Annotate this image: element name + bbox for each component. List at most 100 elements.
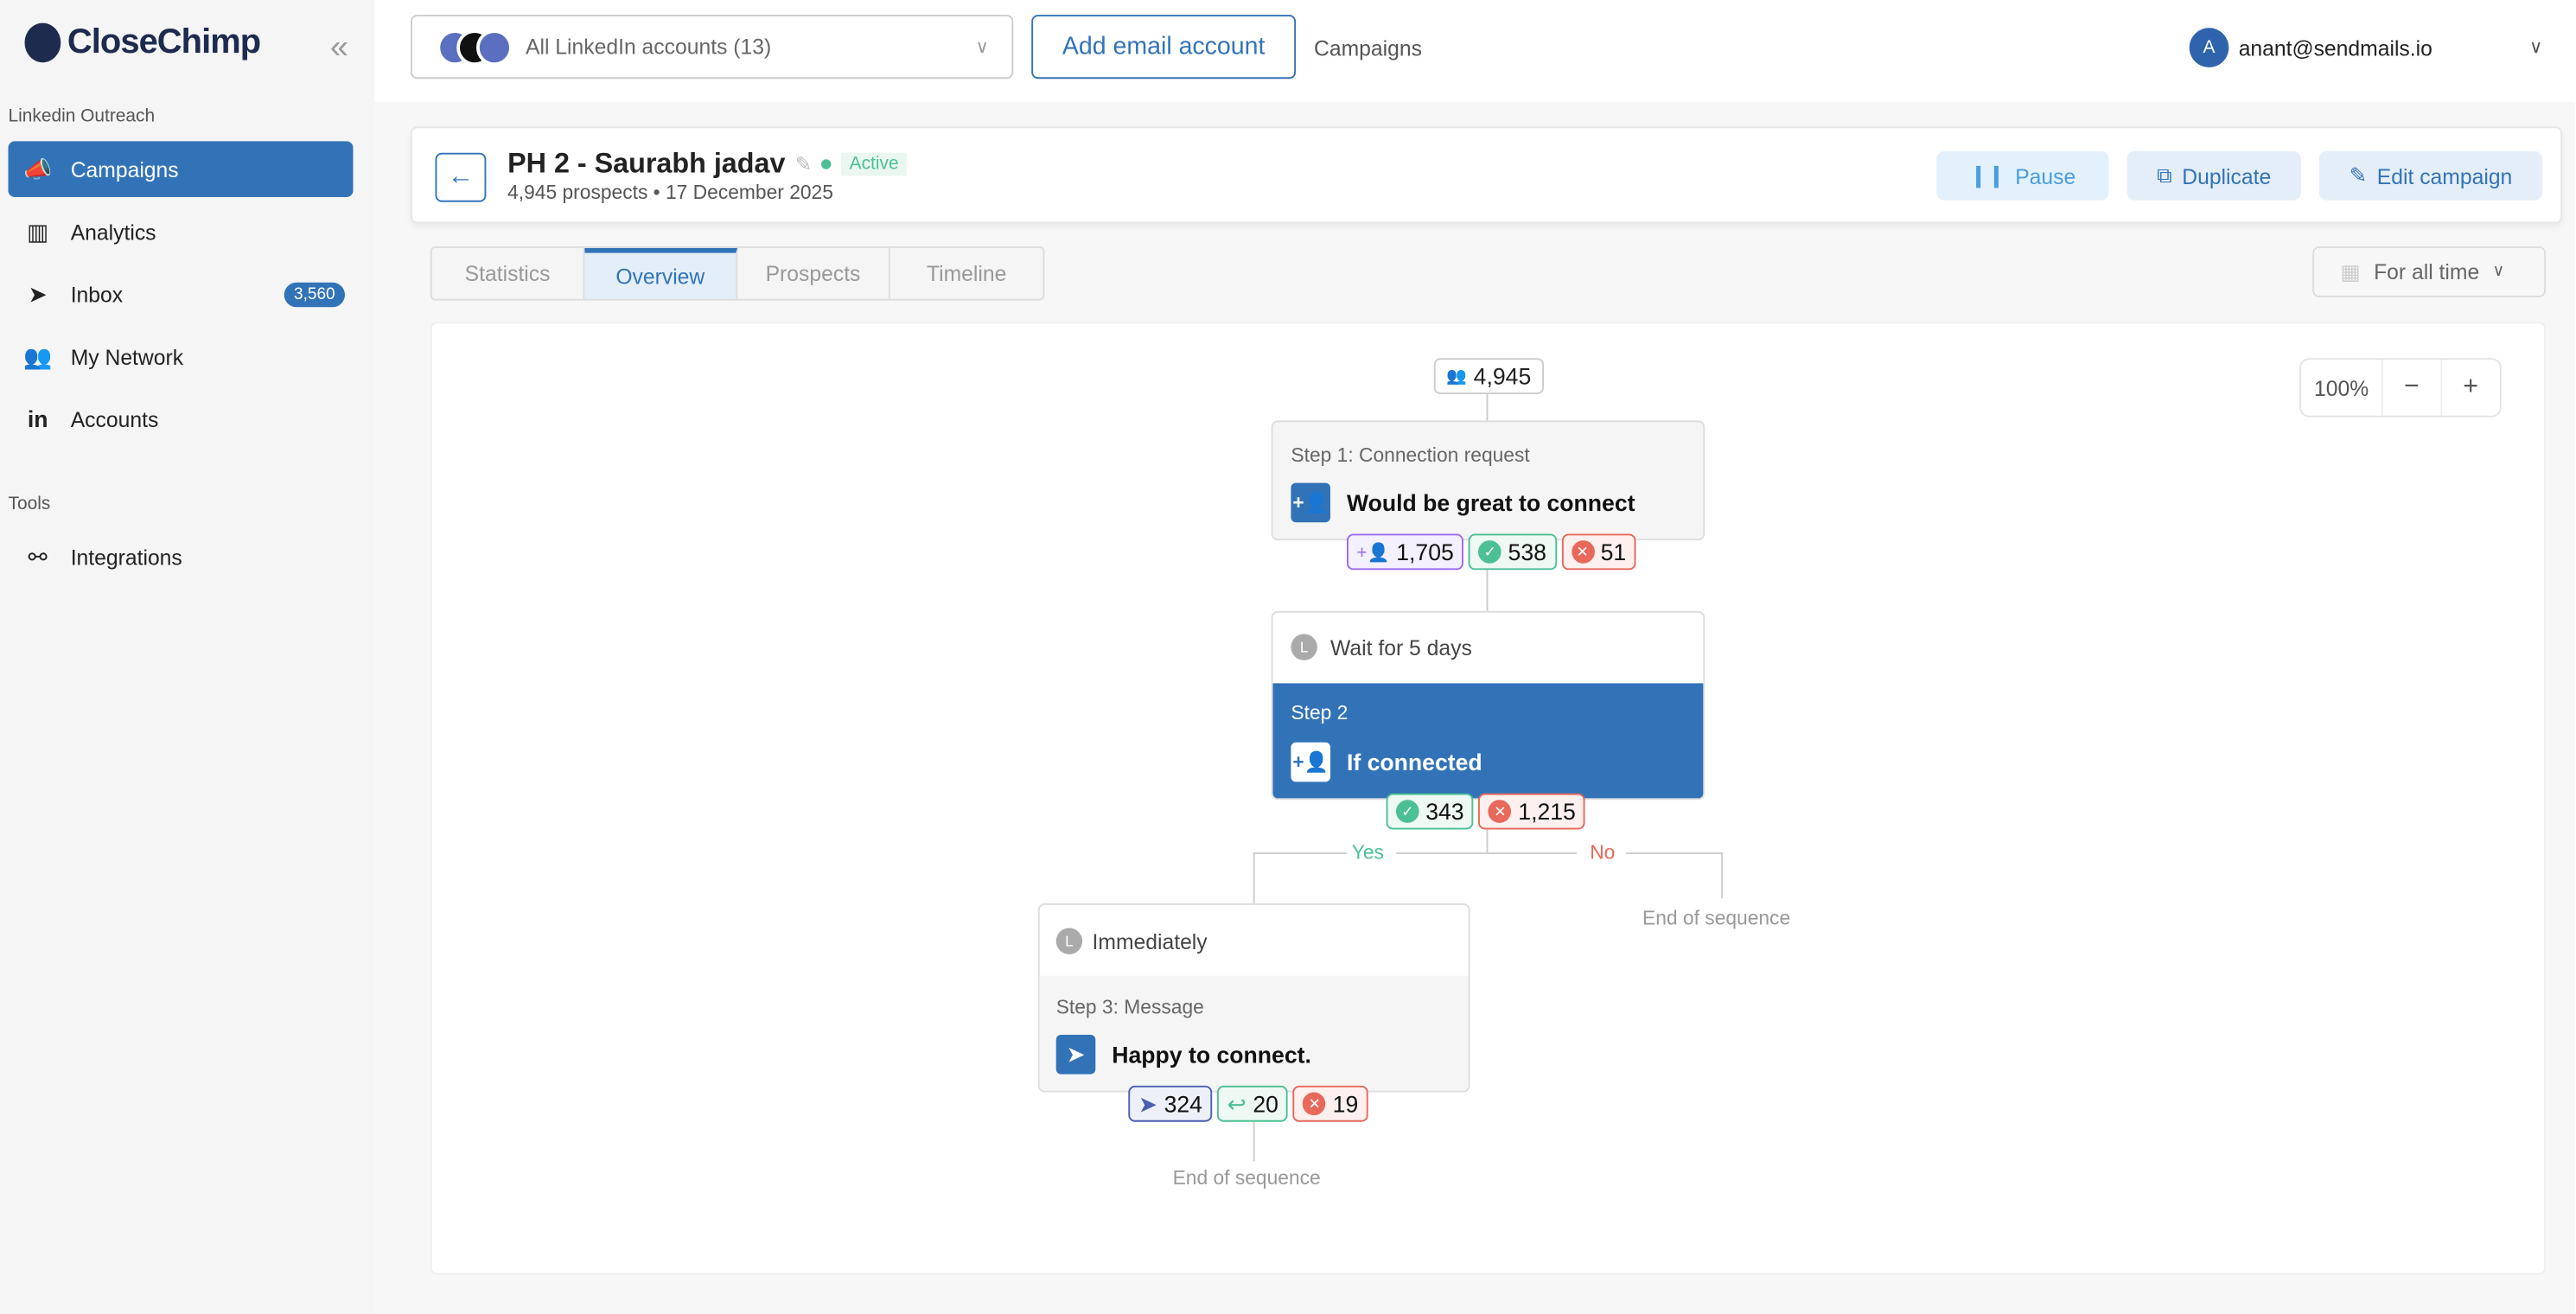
step-text: Would be great to connect <box>1347 489 1636 516</box>
breadcrumb[interactable]: Campaigns <box>1314 35 1422 61</box>
wait-label: Immediately <box>1092 928 1208 954</box>
pencil-icon[interactable]: ✎ <box>794 152 812 176</box>
end-of-sequence: End of sequence <box>1172 1166 1321 1190</box>
total-prospects-badge: 👥 4,945 <box>1433 358 1544 394</box>
clock-icon: L <box>1291 634 1317 660</box>
step-3-stats: ➤ 324 ↩ 20 ✕ 19 <box>1128 1085 1368 1122</box>
branch-yes-label: Yes <box>1351 840 1384 864</box>
pause-button[interactable]: ❙❙ Pause <box>1936 150 2109 201</box>
section-label: Linkedin Outreach <box>8 106 156 127</box>
zoom-out-button[interactable]: − <box>2383 360 2442 416</box>
stat-failed: ✕ 51 <box>1561 533 1636 571</box>
people-icon: 👥 <box>1446 367 1468 386</box>
sidebar-item-integrations[interactable]: ⚯ Integrations <box>9 529 354 585</box>
page-title: PH 2 - Saurabh jadav <box>507 148 786 180</box>
tab-prospects[interactable]: Prospects <box>737 247 890 299</box>
chevron-down-icon: ∨ <box>975 37 989 58</box>
inbox-count-badge: 3,560 <box>284 281 345 307</box>
stat-not-connected: ✕ 1,215 <box>1478 793 1586 830</box>
step-1-card[interactable]: Step 1: Connection request +👤 Would be gr… <box>1271 420 1706 541</box>
connector <box>1486 394 1489 421</box>
user-email[interactable]: anant@sendmails.io <box>2238 35 2433 61</box>
end-of-sequence: End of sequence <box>1642 906 1791 930</box>
copy-icon: ⧉ <box>2157 163 2172 188</box>
integrations-icon: ⚯ <box>28 542 48 570</box>
sidebar: CloseChimp « Linkedin Outreach 📣 Campaign… <box>0 0 375 1314</box>
step-2-card[interactable]: L Wait for 5 days Step 2 +👤 If connected <box>1271 610 1706 801</box>
sidebar-item-campaigns[interactable]: 📣 Campaigns <box>8 141 354 197</box>
tab-statistics[interactable]: Statistics <box>432 247 585 299</box>
x-circle-icon: ✕ <box>1489 800 1512 823</box>
step-text: Happy to connect. <box>1112 1041 1311 1068</box>
x-circle-icon: ✕ <box>1571 540 1595 564</box>
stat-connected: ✓ 343 <box>1386 793 1474 830</box>
zoom-level: 100% <box>2301 360 2384 416</box>
chevron-down-icon: ∨ <box>2492 263 2505 281</box>
step-2-stats: ✓ 343 ✕ 1,215 <box>1386 793 1586 830</box>
connector <box>1253 852 1347 854</box>
calendar-icon: ▦ <box>2340 258 2361 284</box>
add-person-icon: +👤 <box>1356 542 1390 563</box>
wait-label: Wait for 5 days <box>1330 635 1472 660</box>
step-3-card[interactable]: L Immediately Step 3: Message ➤ Happy to c… <box>1037 903 1470 1093</box>
tab-overview[interactable]: Overview <box>584 247 738 299</box>
duplicate-button[interactable]: ⧉ Duplicate <box>2126 150 2301 201</box>
pencil-icon: ✎ <box>2349 163 2368 188</box>
chevron-down-icon[interactable]: ∨ <box>2529 37 2543 58</box>
connector <box>1253 1121 1255 1162</box>
connector <box>1626 852 1724 854</box>
section-label: Tools <box>8 494 51 514</box>
chimp-logo-icon <box>24 22 61 63</box>
status-badge: Active <box>841 152 908 176</box>
x-circle-icon: ✕ <box>1303 1092 1327 1116</box>
connector <box>1253 852 1255 903</box>
stat-replied: ↩ 20 <box>1217 1085 1289 1122</box>
connector <box>1396 852 1577 854</box>
sidebar-item-my-network[interactable]: 👥 My Network <box>9 328 354 385</box>
stat-accepted: ✓ 538 <box>1468 533 1557 571</box>
zoom-in-button[interactable]: + <box>2463 373 2479 401</box>
logo[interactable]: CloseChimp <box>24 22 261 63</box>
send-icon: ➤ <box>1138 1089 1157 1117</box>
clock-icon: L <box>1055 928 1083 954</box>
tab-timeline[interactable]: Timeline <box>926 261 1007 286</box>
send-icon: ➤ <box>1055 1035 1096 1075</box>
collapse-sidebar-icon[interactable]: « <box>329 29 349 66</box>
sidebar-item-analytics[interactable]: ▥ Analytics <box>9 204 354 260</box>
add-person-icon: +👤 <box>1291 742 1330 782</box>
zoom-control: 100% − + <box>2299 358 2502 418</box>
linkedin-icon: in <box>27 405 48 432</box>
connector <box>1721 852 1724 899</box>
add-email-account-button[interactable]: Add email account <box>1031 15 1297 80</box>
back-arrow-icon[interactable]: ← <box>435 152 487 202</box>
pause-icon: ❙❙ <box>1969 163 2005 188</box>
stat-requests-sent: +👤 1,705 <box>1347 533 1464 571</box>
stat-messages-sent: ➤ 324 <box>1128 1085 1213 1122</box>
linkedin-account-select[interactable]: All LinkedIn accounts (13) ∨ <box>411 15 1014 80</box>
megaphone-icon: 📣 <box>23 155 53 182</box>
stat-failed: ✕ 19 <box>1293 1085 1368 1122</box>
status-dot <box>821 159 832 169</box>
branch-no-label: No <box>1590 840 1616 864</box>
reply-icon: ↩ <box>1227 1089 1247 1117</box>
date-filter-select[interactable]: ▦ For all time ∨ <box>2312 246 2546 297</box>
sidebar-item-accounts[interactable]: in Accounts <box>9 391 354 447</box>
check-circle-icon: ✓ <box>1396 800 1419 823</box>
tabs: Statistics Overview Prospects Timeline <box>430 246 1045 301</box>
edit-campaign-button[interactable]: ✎ Edit campaign <box>2318 150 2543 201</box>
people-icon: 👥 <box>23 342 53 369</box>
connector <box>1486 829 1489 853</box>
step-1-stats: +👤 1,705 ✓ 538 ✕ 51 <box>1347 533 1636 571</box>
account-avatars <box>437 29 513 66</box>
step-title: Step 1: Connection request <box>1291 443 1530 467</box>
step-text: If connected <box>1347 749 1482 775</box>
check-circle-icon: ✓ <box>1478 540 1502 564</box>
add-person-icon: +👤 <box>1291 482 1330 523</box>
bar-chart-icon: ▥ <box>27 217 49 245</box>
avatar[interactable]: A <box>2189 28 2229 67</box>
connector <box>1486 570 1489 611</box>
campaign-subtitle: 4,945 prospects • 17 December 2025 <box>507 181 833 204</box>
sidebar-item-inbox[interactable]: ➤ Inbox 3,560 <box>9 266 354 322</box>
step-title: Step 2 <box>1291 701 1349 724</box>
send-icon: ➤ <box>28 279 48 307</box>
